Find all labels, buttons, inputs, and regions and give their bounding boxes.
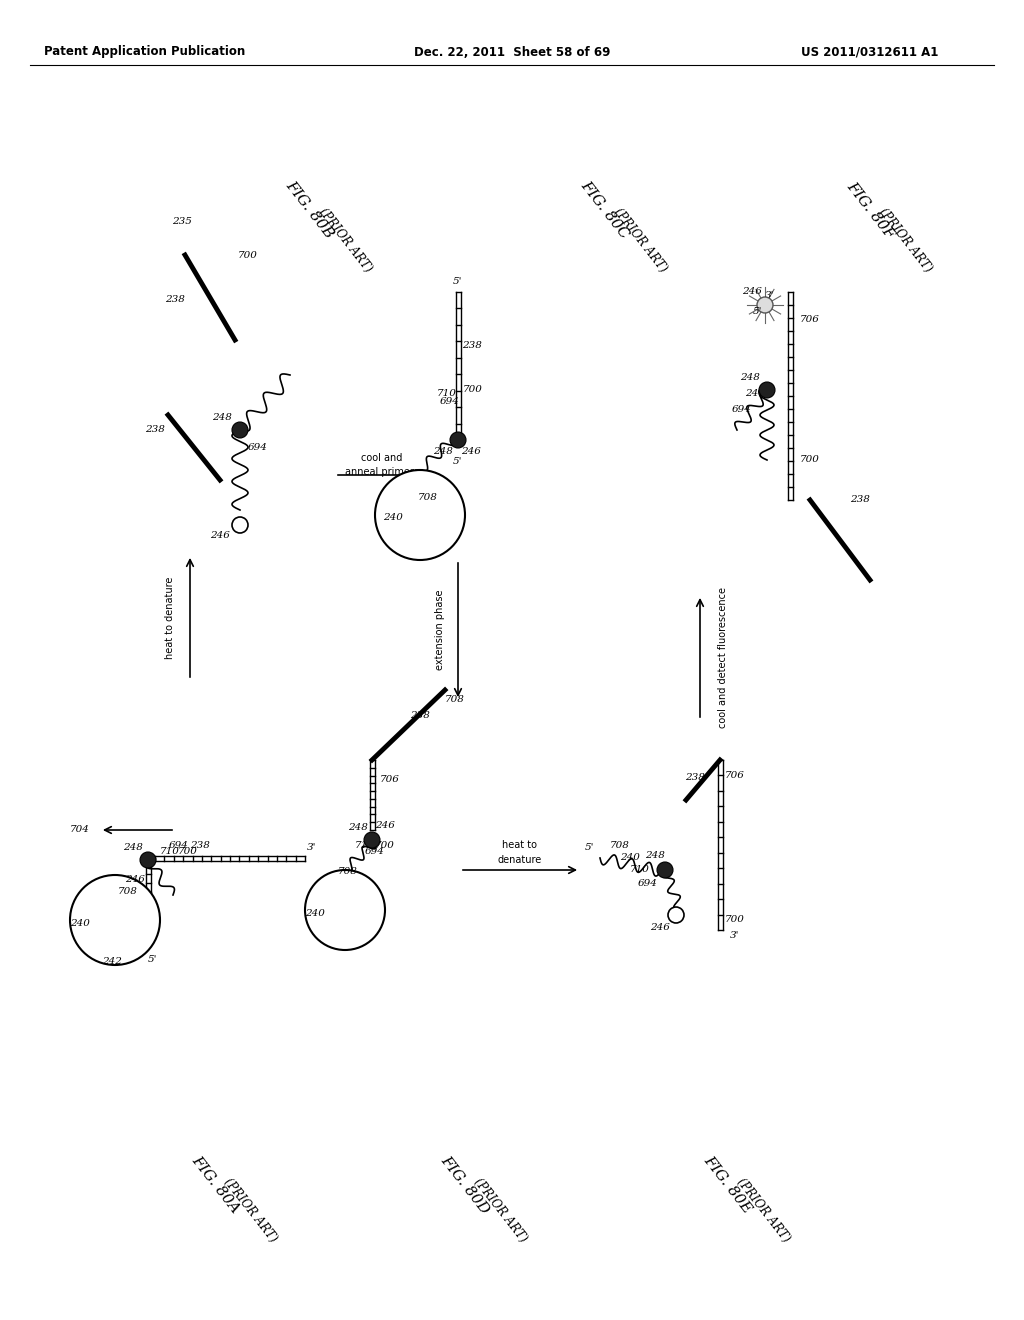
Text: 240: 240 xyxy=(745,388,765,397)
Text: 708: 708 xyxy=(445,696,465,705)
Text: 708: 708 xyxy=(338,867,358,876)
Text: 706: 706 xyxy=(800,315,820,325)
Circle shape xyxy=(757,297,773,313)
Text: FIG. 80D: FIG. 80D xyxy=(438,1154,492,1217)
Text: extension phase: extension phase xyxy=(435,590,445,671)
Text: 704: 704 xyxy=(70,825,90,834)
Text: 694: 694 xyxy=(638,879,658,887)
Text: 694: 694 xyxy=(366,847,385,857)
Text: FIG. 80B: FIG. 80B xyxy=(284,178,337,242)
Text: (PRIOR ART): (PRIOR ART) xyxy=(734,1175,793,1245)
Text: heat to denature: heat to denature xyxy=(165,577,175,659)
Circle shape xyxy=(364,832,380,847)
Text: anneal primers: anneal primers xyxy=(345,467,419,477)
Text: 238: 238 xyxy=(145,425,165,434)
Text: 235: 235 xyxy=(172,218,191,227)
Text: FIG. 80E: FIG. 80E xyxy=(701,1154,755,1216)
Text: (PRIOR ART): (PRIOR ART) xyxy=(471,1175,529,1245)
Circle shape xyxy=(232,422,248,438)
Text: Patent Application Publication: Patent Application Publication xyxy=(44,45,246,58)
Circle shape xyxy=(668,907,684,923)
Text: 5': 5' xyxy=(586,843,595,853)
Text: 5': 5' xyxy=(754,308,763,317)
Text: cool and detect fluorescence: cool and detect fluorescence xyxy=(718,587,728,729)
Text: 708: 708 xyxy=(118,887,138,896)
Circle shape xyxy=(375,470,465,560)
Text: 3': 3' xyxy=(307,843,316,853)
Text: 242: 242 xyxy=(102,957,122,966)
Text: 708: 708 xyxy=(610,841,630,850)
Text: 700: 700 xyxy=(800,455,820,465)
Text: 248: 248 xyxy=(645,850,665,859)
Text: Dec. 22, 2011  Sheet 58 of 69: Dec. 22, 2011 Sheet 58 of 69 xyxy=(414,45,610,58)
Text: 700: 700 xyxy=(725,916,744,924)
Text: 694: 694 xyxy=(732,405,752,414)
Circle shape xyxy=(657,862,673,878)
Text: 246: 246 xyxy=(210,531,230,540)
Text: 238: 238 xyxy=(410,710,430,719)
Text: 246: 246 xyxy=(461,447,481,457)
Text: 710: 710 xyxy=(160,847,180,857)
Text: 5': 5' xyxy=(454,277,463,286)
Text: 700: 700 xyxy=(238,251,258,260)
Text: 248: 248 xyxy=(212,413,232,422)
Text: cool and: cool and xyxy=(361,453,402,463)
Text: 710: 710 xyxy=(437,388,457,397)
Text: 246: 246 xyxy=(375,821,395,829)
Text: 240: 240 xyxy=(70,919,90,928)
Text: 706: 706 xyxy=(380,776,400,784)
Text: 248: 248 xyxy=(740,374,760,383)
Text: 248: 248 xyxy=(123,843,143,853)
Text: 694: 694 xyxy=(248,444,268,453)
Text: 238: 238 xyxy=(850,495,870,504)
Text: 694: 694 xyxy=(440,397,460,407)
Text: FIG. 80C: FIG. 80C xyxy=(579,178,632,242)
Text: denature: denature xyxy=(498,855,542,865)
Text: 708: 708 xyxy=(418,494,438,503)
Text: 700: 700 xyxy=(178,847,198,857)
Text: 5': 5' xyxy=(454,458,463,466)
Circle shape xyxy=(70,875,160,965)
Text: 238: 238 xyxy=(462,341,482,350)
Circle shape xyxy=(305,870,385,950)
Text: 706: 706 xyxy=(725,771,744,780)
Text: 240: 240 xyxy=(305,908,325,917)
Circle shape xyxy=(140,851,156,869)
Text: 700: 700 xyxy=(463,385,483,395)
Text: 240: 240 xyxy=(383,513,402,523)
Text: 710: 710 xyxy=(355,841,375,850)
Text: 3': 3' xyxy=(765,290,775,300)
Text: 248: 248 xyxy=(433,447,453,457)
Text: 3': 3' xyxy=(730,931,739,940)
Circle shape xyxy=(450,432,466,447)
Text: US 2011/0312611 A1: US 2011/0312611 A1 xyxy=(802,45,939,58)
Text: (PRIOR ART): (PRIOR ART) xyxy=(221,1175,280,1245)
Text: 694: 694 xyxy=(169,841,189,850)
Circle shape xyxy=(759,381,775,399)
Text: heat to: heat to xyxy=(503,840,538,850)
Text: 238: 238 xyxy=(190,841,210,850)
Text: 246: 246 xyxy=(650,924,670,932)
Circle shape xyxy=(232,517,248,533)
Text: 246: 246 xyxy=(742,288,762,297)
Text: (PRIOR ART): (PRIOR ART) xyxy=(876,206,934,275)
Text: 238: 238 xyxy=(685,774,705,783)
Text: 5': 5' xyxy=(148,956,158,965)
Text: 246: 246 xyxy=(125,875,145,884)
Text: (PRIOR ART): (PRIOR ART) xyxy=(611,206,669,275)
Text: 710: 710 xyxy=(630,866,650,874)
Text: 700: 700 xyxy=(375,841,395,850)
Text: FIG. 80A: FIG. 80A xyxy=(188,1154,242,1216)
Text: 240: 240 xyxy=(621,853,640,862)
Text: FIG. 80F: FIG. 80F xyxy=(844,178,896,242)
Text: (PRIOR ART): (PRIOR ART) xyxy=(316,206,374,275)
Text: 238: 238 xyxy=(165,296,185,305)
Text: 248: 248 xyxy=(348,824,368,833)
